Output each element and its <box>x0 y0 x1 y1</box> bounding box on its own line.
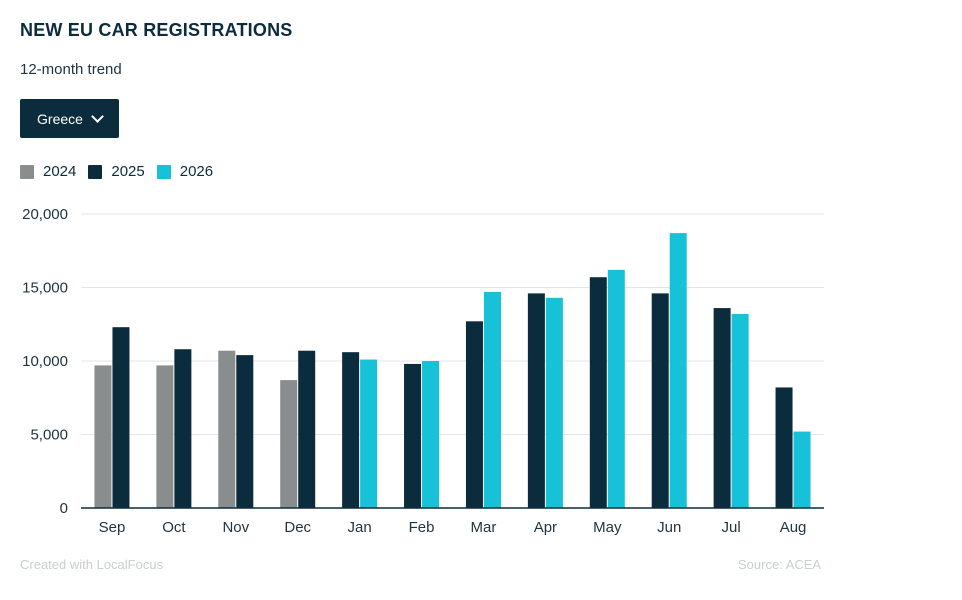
bar-2024-oct <box>156 365 174 508</box>
bar-2026-mar <box>483 291 501 508</box>
y-tick-label: 20,000 <box>22 206 68 223</box>
x-tick-label: Nov <box>222 519 249 536</box>
bar-2026-feb <box>422 361 440 508</box>
x-tick-label: Jul <box>722 519 741 536</box>
bar-2026-apr <box>545 297 563 508</box>
x-tick-label: Jun <box>657 519 681 536</box>
chart-title: NEW EU CAR REGISTRATIONS <box>20 20 293 40</box>
x-tick-label: Dec <box>284 519 311 536</box>
bar-2025-apr <box>527 293 545 508</box>
bar-2025-jan <box>342 352 360 508</box>
legend-swatch-2024 <box>20 164 34 179</box>
x-tick-label: Feb <box>409 519 435 536</box>
legend-label-2026: 2026 <box>179 163 214 180</box>
bar-2026-aug <box>793 431 811 508</box>
x-tick-label: Aug <box>780 519 807 536</box>
bar-2026-jan <box>360 359 378 508</box>
bar-2026-jun <box>669 233 687 509</box>
legend-swatch-2026 <box>156 164 171 179</box>
x-tick-label: Jan <box>348 519 372 536</box>
bar-2025-nov <box>236 355 254 508</box>
legend-item-2025[interactable]: 2025 <box>88 163 145 180</box>
bar-2024-nov <box>218 350 236 508</box>
bar-2025-jul <box>713 308 731 508</box>
x-tick-label: Oct <box>162 519 186 536</box>
bar-2025-oct <box>174 349 192 508</box>
x-tick-label: May <box>593 519 622 536</box>
credit-text[interactable]: Created with LocalFocus <box>20 557 164 572</box>
y-tick-label: 15,000 <box>22 280 68 297</box>
bar-2025-may <box>589 277 607 508</box>
source-text: Source: ACEA <box>738 557 822 572</box>
bar-2025-mar <box>465 321 483 508</box>
x-tick-label: Apr <box>534 519 557 536</box>
x-tick-label: Sep <box>99 519 126 536</box>
legend-label-2025: 2025 <box>111 163 145 180</box>
y-tick-label: 0 <box>60 500 68 517</box>
bar-2025-feb <box>404 363 422 508</box>
bar-2024-dec <box>280 380 298 508</box>
legend-label-2024: 2024 <box>43 163 77 180</box>
country-dropdown[interactable]: Greece <box>20 99 119 138</box>
legend: 2024 2025 2026 <box>20 163 213 180</box>
bar-2024-sep <box>94 365 112 508</box>
bar-2025-aug <box>775 387 793 508</box>
legend-item-2026[interactable]: 2026 <box>156 163 214 180</box>
legend-swatch-2025 <box>88 164 103 179</box>
bar-2025-sep <box>112 327 130 508</box>
legend-item-2024[interactable]: 2024 <box>20 163 76 180</box>
y-tick-label: 10,000 <box>22 353 68 370</box>
bar-2026-jul <box>731 313 749 508</box>
x-tick-label: Mar <box>471 519 497 536</box>
bar-2025-jun <box>651 293 669 508</box>
bar-2026-may <box>607 269 625 508</box>
country-dropdown-label: Greece <box>37 110 83 127</box>
y-tick-label: 5,000 <box>30 427 68 444</box>
chart-subtitle: 12-month trend <box>20 61 122 78</box>
bar-2025-dec <box>298 350 316 508</box>
